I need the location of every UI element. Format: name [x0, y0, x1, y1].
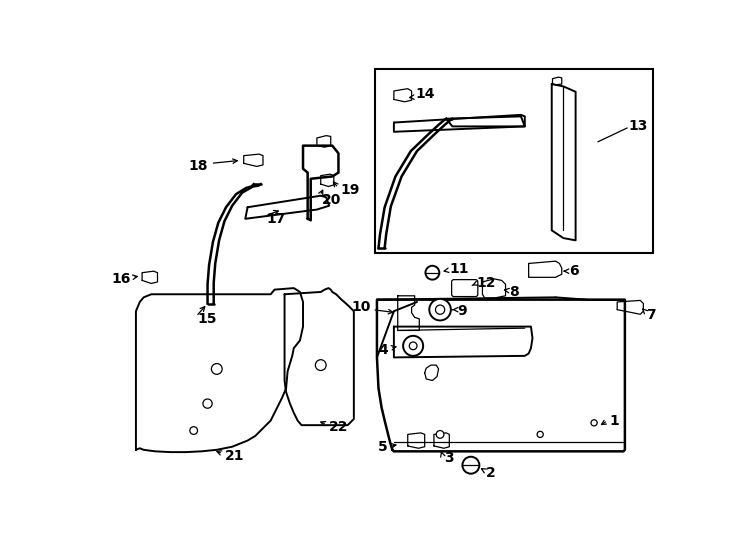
Polygon shape	[394, 89, 412, 102]
Text: 7: 7	[647, 308, 656, 322]
Circle shape	[591, 420, 597, 426]
Polygon shape	[303, 146, 338, 220]
Polygon shape	[317, 136, 331, 147]
Polygon shape	[454, 284, 474, 294]
Polygon shape	[142, 271, 158, 284]
Text: 5: 5	[378, 441, 388, 455]
Text: 17: 17	[267, 212, 286, 226]
Text: 20: 20	[321, 193, 341, 206]
Circle shape	[435, 305, 445, 314]
Polygon shape	[425, 365, 438, 381]
Text: 14: 14	[415, 87, 435, 101]
Polygon shape	[408, 433, 425, 448]
Polygon shape	[553, 77, 562, 85]
Polygon shape	[617, 300, 644, 314]
Circle shape	[426, 266, 440, 280]
Polygon shape	[321, 174, 334, 186]
Polygon shape	[528, 261, 562, 278]
Circle shape	[537, 431, 543, 437]
Polygon shape	[245, 195, 330, 219]
Text: 6: 6	[570, 264, 579, 278]
Polygon shape	[136, 288, 303, 452]
Bar	[374, 69, 653, 253]
Text: 21: 21	[225, 449, 244, 463]
Text: 18: 18	[188, 159, 208, 173]
Polygon shape	[552, 84, 575, 240]
Polygon shape	[285, 288, 354, 425]
Text: 15: 15	[197, 312, 217, 326]
Text: 22: 22	[328, 420, 348, 434]
Circle shape	[429, 299, 451, 320]
Text: 19: 19	[340, 183, 360, 197]
Polygon shape	[394, 115, 525, 132]
Circle shape	[462, 457, 479, 474]
Circle shape	[410, 342, 417, 350]
Text: 1: 1	[609, 414, 619, 428]
Text: 3: 3	[444, 450, 454, 464]
Polygon shape	[377, 300, 625, 451]
Circle shape	[436, 430, 444, 438]
Text: 11: 11	[449, 262, 469, 276]
Text: 10: 10	[352, 300, 371, 314]
FancyBboxPatch shape	[451, 280, 478, 296]
Polygon shape	[398, 296, 419, 330]
Text: 12: 12	[476, 276, 495, 289]
Text: 4: 4	[378, 343, 388, 357]
Circle shape	[403, 336, 423, 356]
Text: 8: 8	[509, 285, 519, 299]
Polygon shape	[244, 154, 263, 166]
Text: 2: 2	[487, 466, 496, 480]
Polygon shape	[446, 117, 525, 126]
Polygon shape	[394, 327, 532, 357]
Text: 16: 16	[111, 272, 131, 286]
Circle shape	[211, 363, 222, 374]
Text: 9: 9	[457, 304, 467, 318]
Circle shape	[203, 399, 212, 408]
Text: 13: 13	[629, 119, 648, 133]
Polygon shape	[434, 433, 449, 448]
Polygon shape	[482, 279, 506, 298]
Circle shape	[190, 427, 197, 434]
Circle shape	[316, 360, 326, 370]
